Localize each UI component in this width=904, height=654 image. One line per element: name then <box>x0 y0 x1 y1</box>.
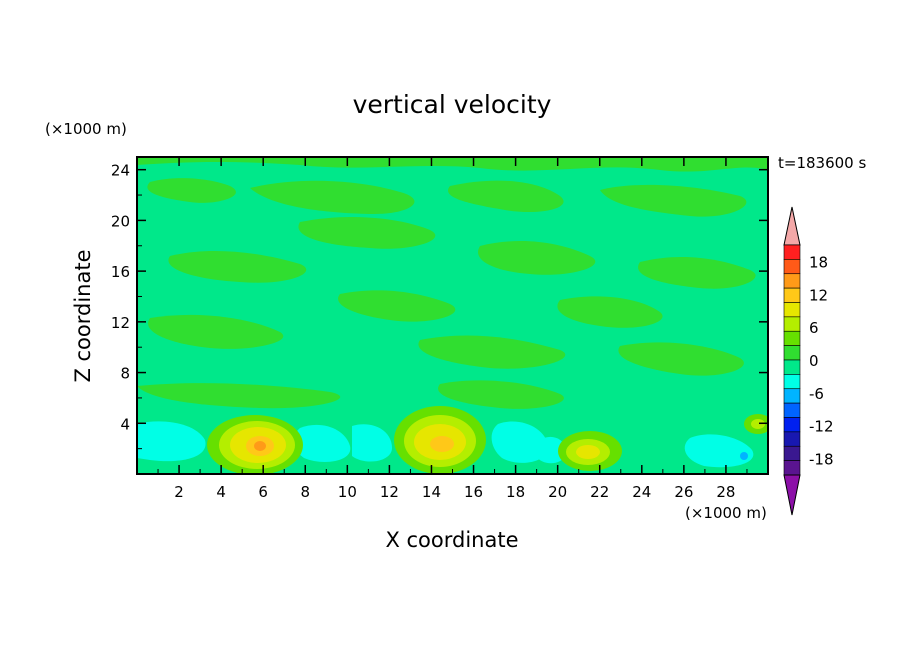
x-tick-label: 18 <box>506 483 525 501</box>
updraft-cell-22km <box>558 431 622 471</box>
top-band-patch <box>137 157 768 172</box>
plot-area <box>136 156 769 475</box>
x-tick-label: 6 <box>258 483 268 501</box>
y-tick-label: 16 <box>111 263 130 281</box>
time-label: t=183600 s <box>778 154 866 172</box>
colorbar-swatch <box>783 445 801 461</box>
y-unit-label: (×1000 m) <box>45 120 127 138</box>
colorbar-swatch <box>783 359 801 375</box>
x-unit-label: (×1000 m) <box>685 504 767 522</box>
x-tick-label: 14 <box>422 483 441 501</box>
colorbar-swatch <box>783 431 801 447</box>
x-tick-label: 28 <box>716 483 735 501</box>
colorbar-swatch <box>783 460 801 476</box>
colorbar-over-triangle <box>783 206 801 246</box>
colorbar-under-triangle <box>783 474 801 516</box>
colorbar-label: -6 <box>809 385 824 403</box>
mid-patch-h <box>418 335 566 369</box>
upper-right-patch <box>600 184 747 217</box>
x-tick-label: 12 <box>380 483 399 501</box>
mid-patch-i <box>618 342 744 376</box>
contour-fill <box>137 157 768 474</box>
x-tick-label: 20 <box>548 483 567 501</box>
x-tick-label: 10 <box>338 483 357 501</box>
colorbar-swatch <box>783 345 801 361</box>
colorbar-swatch <box>783 330 801 346</box>
upper-left-patch <box>147 178 236 203</box>
y-tick-label: 20 <box>111 212 130 230</box>
colorbar-swatch <box>783 402 801 418</box>
mid-patch-d <box>638 256 756 289</box>
y-axis: 4 8 12 16 20 24 <box>111 162 768 450</box>
colorbar-swatch <box>783 374 801 390</box>
colorbar: 18 12 6 0 -6 -12 -18 <box>783 206 834 516</box>
upper-center-patch <box>448 180 564 213</box>
x-tick-label: 8 <box>300 483 310 501</box>
updraft-cell-6km <box>207 415 303 474</box>
y-tick-label: 12 <box>111 314 130 332</box>
low-patch-a <box>137 383 341 409</box>
colorbar-label: 0 <box>809 352 819 370</box>
colorbar-label: -12 <box>809 418 834 436</box>
mid-patch-g <box>148 314 284 349</box>
x-axis-label: X coordinate <box>385 528 518 552</box>
mid-patch-e <box>338 290 456 322</box>
colorbar-swatch <box>783 302 801 318</box>
colorbar-swatch <box>783 388 801 404</box>
x-tick-label: 4 <box>216 483 226 501</box>
downdraft-patches <box>137 421 754 468</box>
colorbar-label: -18 <box>809 451 834 469</box>
x-tick-label: 22 <box>590 483 609 501</box>
low-patch-b <box>438 380 564 409</box>
colorbar-label: 12 <box>809 286 828 304</box>
y-tick-label: 4 <box>120 415 130 433</box>
x-axis: 2 4 6 8 10 12 14 16 18 20 22 24 26 28 <box>157 157 748 501</box>
x-tick-label: 26 <box>674 483 693 501</box>
x-tick-label: 2 <box>174 483 184 501</box>
colorbar-swatch <box>783 417 801 433</box>
mid-patch-a <box>298 216 436 249</box>
colorbar-swatch <box>783 259 801 275</box>
x-tick-label: 16 <box>464 483 483 501</box>
downdraft-core <box>740 452 748 460</box>
colorbar-swatch <box>783 244 801 260</box>
y-tick-label: 8 <box>120 365 130 383</box>
mid-patch-f <box>557 296 663 328</box>
colorbar-swatch <box>783 273 801 289</box>
y-axis-label: Z coordinate <box>71 249 95 382</box>
y-tick-label: 24 <box>111 162 130 180</box>
upper-mid-patch <box>250 180 415 215</box>
mid-patch-b <box>168 250 307 283</box>
colorbar-swatch <box>783 287 801 303</box>
weak-updraft-patches <box>137 157 768 409</box>
mid-patch-c <box>478 241 596 275</box>
updraft-cell-14km <box>394 406 486 474</box>
colorbar-label: 18 <box>809 253 828 271</box>
colorbar-swatch <box>783 316 801 332</box>
x-tick-label: 24 <box>632 483 651 501</box>
colorbar-label: 6 <box>809 319 819 337</box>
chart-title: vertical velocity <box>353 90 552 119</box>
updraft-cell-29km <box>744 414 768 434</box>
